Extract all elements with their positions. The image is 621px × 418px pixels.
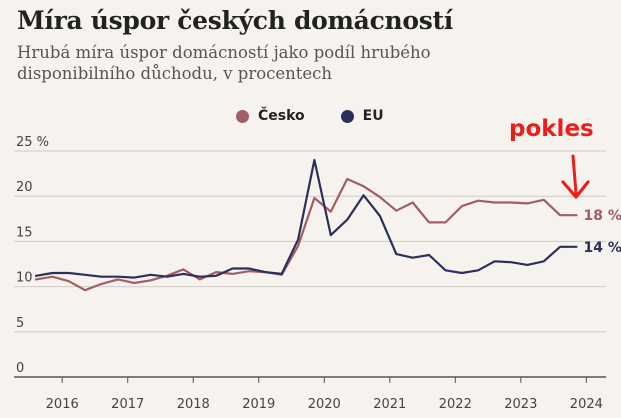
x-tick-label-2024: 2024 bbox=[570, 397, 603, 412]
y-tick-label-20: 20 bbox=[16, 180, 33, 195]
legend-item-cesko: Česko bbox=[236, 108, 305, 124]
x-tick-label-2023: 2023 bbox=[504, 397, 537, 412]
end-label-eu: 14 % bbox=[584, 240, 621, 256]
y-tick-label-15: 15 bbox=[16, 225, 33, 240]
chart-subtitle: Hrubá míra úspor domácností jako podíl h… bbox=[17, 43, 431, 83]
y-tick-label-10: 10 bbox=[16, 271, 33, 286]
end-label-cesko: 18 % bbox=[584, 208, 621, 224]
legend-label-cesko: Česko bbox=[258, 108, 305, 124]
legend-item-eu: EU bbox=[340, 108, 384, 124]
legend-dot-eu bbox=[340, 109, 354, 123]
x-tick-label-2019: 2019 bbox=[242, 397, 275, 412]
x-tick-label-2021: 2021 bbox=[373, 397, 406, 412]
legend-label-eu: EU bbox=[362, 108, 384, 124]
chart-legend: Česko EU bbox=[236, 108, 420, 124]
x-tick-label-2020: 2020 bbox=[308, 397, 341, 412]
legend-dot-cesko bbox=[236, 109, 249, 123]
y-tick-label-0: 0 bbox=[16, 361, 24, 376]
chart-title: Míra úspor českých domácností bbox=[17, 6, 453, 35]
x-tick-label-2016: 2016 bbox=[46, 397, 79, 412]
callout-arrow bbox=[561, 154, 590, 199]
x-tick-label-2017: 2017 bbox=[111, 397, 144, 412]
x-tick-label-2018: 2018 bbox=[177, 397, 210, 412]
callout-label: pokles bbox=[509, 116, 594, 142]
y-tick-label-25: 25 % bbox=[16, 135, 49, 150]
x-tick-label-2022: 2022 bbox=[439, 397, 472, 412]
y-tick-label-5: 5 bbox=[16, 316, 24, 331]
series-line-eu bbox=[34, 158, 578, 279]
series-line-cesko bbox=[34, 177, 578, 292]
